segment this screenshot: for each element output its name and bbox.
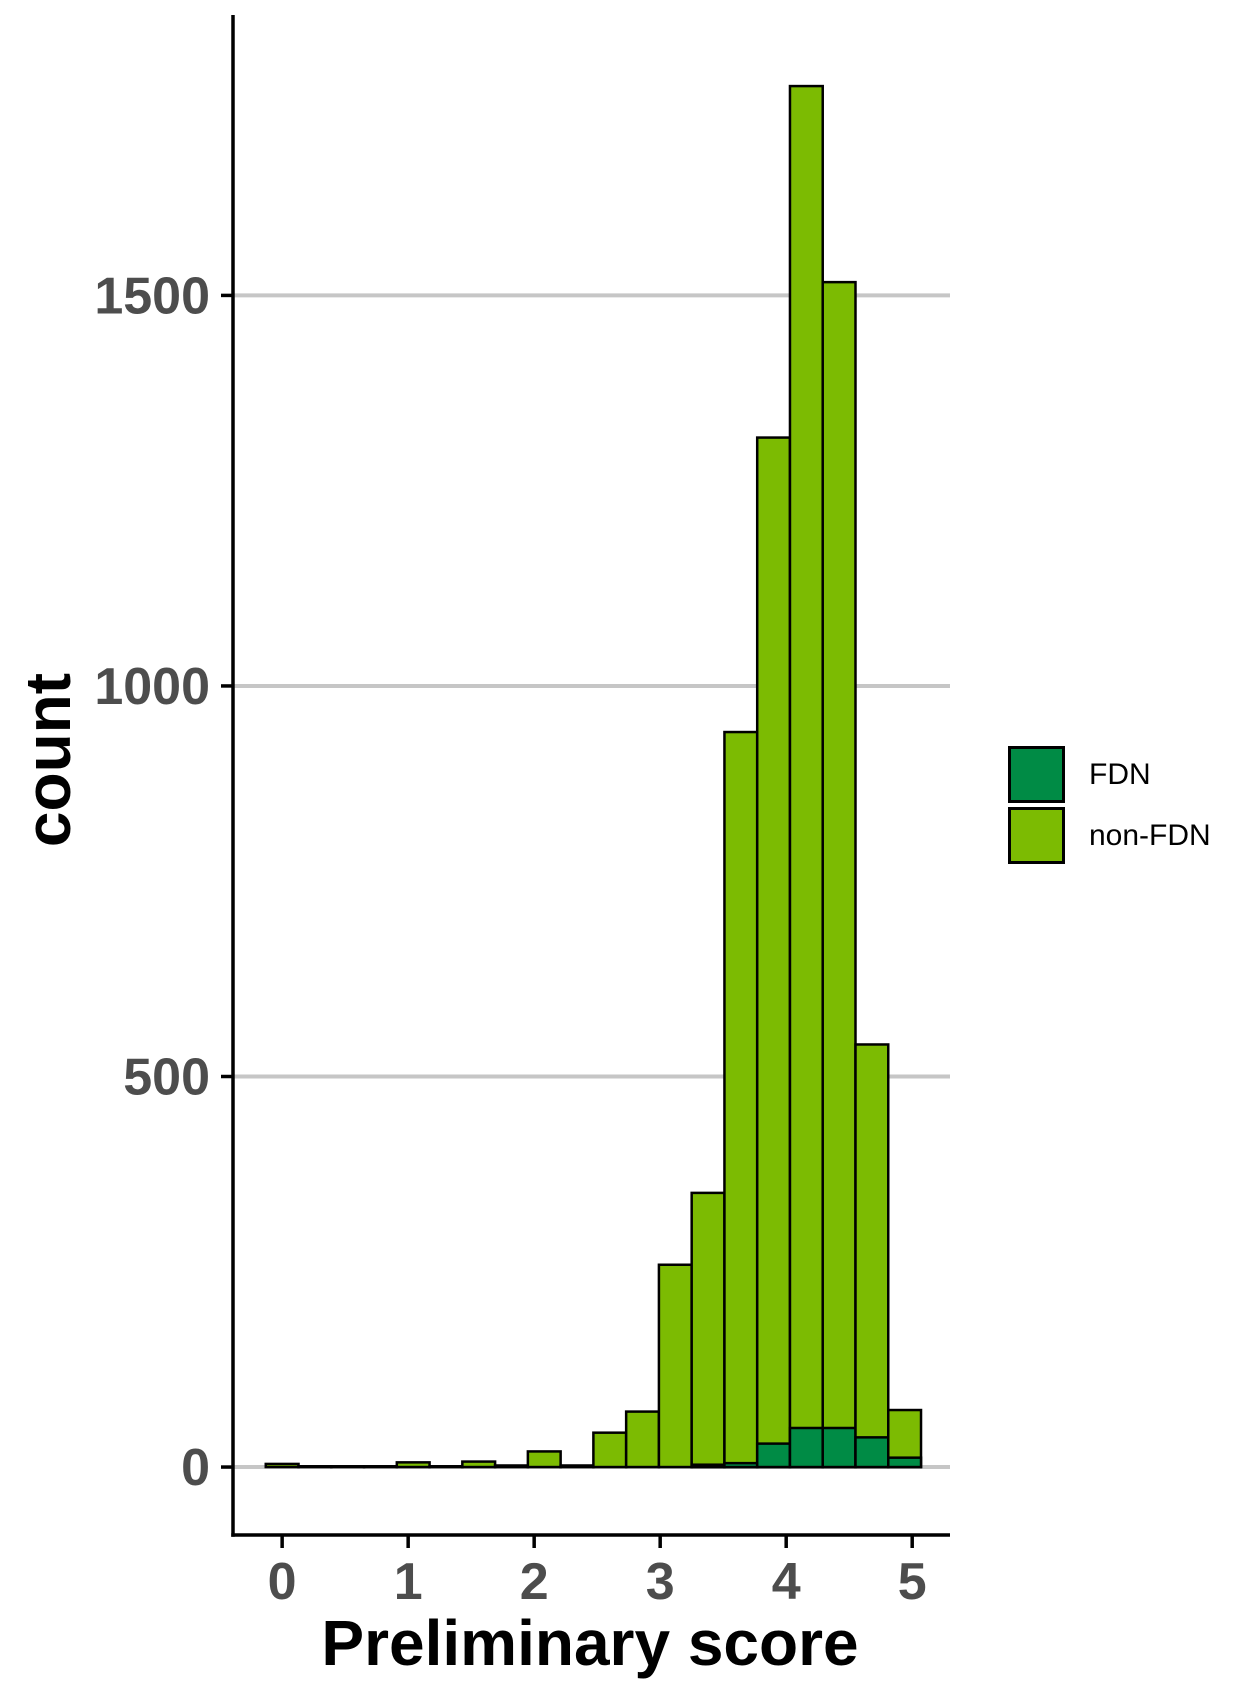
legend-label-fdn: FDN bbox=[1089, 757, 1151, 791]
bar-non-fdn bbox=[854, 1043, 890, 1469]
bar-non-fdn bbox=[395, 1461, 431, 1469]
y-tick-label-1000: 1000 bbox=[94, 658, 210, 716]
x-tick-label-5: 5 bbox=[898, 1553, 927, 1611]
legend-item-fdn: FDN bbox=[1008, 746, 1211, 803]
bar-non-fdn bbox=[755, 436, 792, 1469]
legend: FDN non-FDN bbox=[1008, 746, 1211, 868]
bar-fdn bbox=[788, 1426, 824, 1469]
bar-non-fdn bbox=[624, 1410, 661, 1469]
bar-non-fdn bbox=[330, 1465, 366, 1469]
bar-non-fdn bbox=[526, 1450, 562, 1469]
bar-non-fdn bbox=[690, 1191, 726, 1469]
legend-label-non-fdn: non-FDN bbox=[1089, 818, 1211, 852]
bar-fdn bbox=[821, 1426, 857, 1469]
bar-non-fdn bbox=[657, 1263, 693, 1469]
x-tick-label-4: 4 bbox=[772, 1553, 801, 1611]
bar-fdn bbox=[690, 1463, 726, 1469]
legend-item-non-fdn: non-FDN bbox=[1008, 807, 1211, 864]
bar-non-fdn bbox=[592, 1431, 628, 1469]
bar-non-fdn bbox=[362, 1465, 399, 1469]
x-tick-label-1: 1 bbox=[394, 1553, 423, 1611]
bar-non-fdn bbox=[723, 730, 759, 1469]
y-tick-label-1500: 1500 bbox=[94, 267, 210, 325]
bar-non-fdn bbox=[428, 1465, 464, 1469]
y-axis-title: count bbox=[12, 672, 84, 848]
y-tick-label-500: 500 bbox=[123, 1049, 210, 1107]
legend-key-non-fdn bbox=[1008, 807, 1065, 864]
x-axis-title: Preliminary score bbox=[321, 1607, 859, 1679]
y-tick-label-0: 0 bbox=[181, 1439, 210, 1497]
bar-fdn bbox=[723, 1461, 759, 1469]
bar-non-fdn bbox=[559, 1464, 595, 1469]
bar-non-fdn bbox=[493, 1464, 530, 1469]
bar-non-fdn bbox=[297, 1465, 333, 1469]
bar-fdn bbox=[887, 1456, 923, 1469]
x-tick-label-3: 3 bbox=[646, 1553, 675, 1611]
bar-non-fdn bbox=[461, 1460, 497, 1469]
legend-key-fdn bbox=[1008, 746, 1065, 803]
bar-fdn bbox=[755, 1442, 792, 1469]
bar-non-fdn bbox=[264, 1462, 300, 1469]
bar-fdn bbox=[854, 1436, 890, 1469]
x-tick-label-2: 2 bbox=[520, 1553, 549, 1611]
bar-non-fdn bbox=[821, 280, 857, 1469]
bar-non-fdn bbox=[788, 84, 824, 1469]
x-tick-label-0: 0 bbox=[268, 1553, 297, 1611]
